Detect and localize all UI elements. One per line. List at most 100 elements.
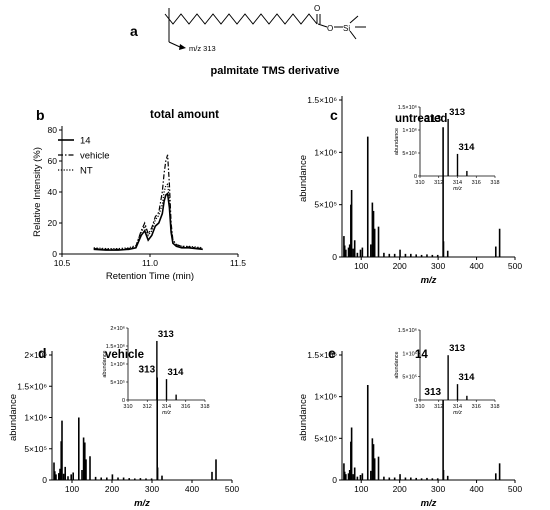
- inset-y-tick-label: 1×10⁶: [402, 127, 417, 134]
- inset-x-tick-label: 318: [490, 404, 499, 410]
- inset-y-tick-label: 1.5×10⁶: [398, 104, 417, 111]
- inset-y-tick-label: 0: [414, 398, 417, 404]
- inset-y-tick-label: 5×10⁵: [402, 374, 417, 381]
- inset-x-tick-label: 310: [123, 404, 132, 410]
- inset-y-tick-label: 5×10⁵: [402, 150, 417, 157]
- y-tick-label: 0: [42, 475, 47, 485]
- inset-x-tick-label: 314: [453, 404, 462, 410]
- compound-title: palmitate TMS derivative: [211, 65, 340, 77]
- inset-x-tick-label: 312: [434, 180, 443, 186]
- inset-x-tick-label: 318: [200, 404, 209, 410]
- panel-b-chromatogram: b total amount 10.5 11.0 11.5 0 20 40 60 80 Retent…: [32, 107, 246, 282]
- panel-e-spectrum-14: e 14 100 200 300 400 500 0 5×10⁵ 1×10⁶ 1.5×10⁶ m/z a…: [298, 327, 522, 509]
- legend-label: 14: [80, 136, 91, 147]
- ester-bond: [317, 23, 328, 28]
- inset-x-tick-label: 312: [143, 404, 152, 410]
- inset-x-tick-label: 316: [472, 404, 481, 410]
- inset-x-tick-label: 314: [162, 404, 171, 410]
- inset-y-tick-label: 1.5×10⁶: [398, 327, 417, 334]
- y-tick-label: 1×10⁶: [314, 392, 337, 402]
- inset-zoom-plot: 310 312 314 316 318 0 5×10⁵ 1×10⁶ 1.5×10⁶ m/z abun…: [394, 327, 500, 416]
- inset-peak-label: 313: [449, 343, 465, 354]
- series-line-14: [93, 192, 203, 251]
- x-tick-label: 300: [145, 484, 159, 494]
- panel-c-letter: c: [330, 107, 338, 123]
- peak-label: 313: [424, 114, 441, 125]
- x-tick-label: 400: [469, 484, 483, 494]
- palmitate-structure-diagram: [164, 8, 366, 50]
- y-tick-label: 20: [48, 218, 58, 228]
- chart-title: vehicle: [105, 349, 144, 361]
- chart-title: 14: [415, 349, 428, 361]
- panel-b-letter: b: [36, 107, 45, 123]
- y-tick-label: 1×10⁶: [24, 413, 47, 423]
- x-tick-label: 500: [508, 261, 522, 271]
- x-axis-title: m/z: [421, 275, 437, 286]
- panel-a-letter: a: [130, 23, 138, 39]
- panel-d-spectrum-vehicle: d vehicle 100 200 300 400 500 0 5×10⁵ 1×10⁶ 1.5×10…: [8, 325, 239, 509]
- peak-label: 313: [424, 387, 441, 398]
- x-tick-label: 200: [393, 484, 407, 494]
- inset-x-tick-label: 310: [415, 180, 424, 186]
- panel-d-letter: d: [38, 345, 47, 361]
- y-tick-label: 1.5×10⁶: [307, 350, 337, 360]
- y-tick-label: 5×10⁵: [314, 200, 337, 210]
- inset-x-axis-title: m/z: [162, 410, 171, 416]
- x-tick-label: 11.5: [230, 258, 246, 268]
- legend-label: vehicle: [80, 151, 110, 162]
- x-axis-title: Retention Time (min): [106, 271, 194, 282]
- inset-x-axis-title: m/z: [453, 410, 462, 416]
- y-axis-title: Relative Intensity (%): [32, 147, 43, 237]
- panel-e-letter: e: [328, 345, 336, 361]
- inset-peak-label: 313: [449, 107, 465, 118]
- inset-y-tick-label: 2×10⁶: [110, 325, 125, 332]
- inset-peak-label: 314: [459, 372, 476, 383]
- inset-x-axis-title: m/z: [453, 186, 462, 192]
- inset-x-tick-label: 318: [490, 180, 499, 186]
- inset-x-tick-label: 316: [472, 180, 481, 186]
- chart-title: total amount: [150, 109, 219, 121]
- x-tick-label: 300: [431, 484, 445, 494]
- x-axis-title: m/z: [134, 498, 150, 509]
- y-tick-label: 5×10⁵: [24, 444, 47, 454]
- y-tick-label: 0: [332, 252, 337, 262]
- atom-o-ester: O: [327, 24, 333, 33]
- inset-x-tick-label: 312: [434, 404, 443, 410]
- inset-x-tick-label: 314: [453, 180, 462, 186]
- alkyl-chain-zigzag: [164, 13, 318, 25]
- fragment-arrow-head: [179, 44, 186, 50]
- y-axis-title: abundance: [298, 394, 309, 441]
- panel-c-spectrum-untreated: c untreated 100 200 300 400 500 0 5×10⁵ 1×10⁶ 1.5×…: [298, 95, 522, 286]
- inset-y-tick-label: 0: [122, 398, 125, 404]
- panel-a: a O O Si m/z 313 palmitate TMS derivativ…: [130, 4, 366, 77]
- y-axis-title: abundance: [298, 155, 309, 202]
- y-tick-label: 0: [332, 475, 337, 485]
- x-tick-label: 10.5: [54, 258, 71, 268]
- y-tick-label: 1×10⁶: [314, 147, 337, 157]
- y-tick-label: 40: [48, 187, 58, 197]
- x-tick-label: 500: [508, 484, 522, 494]
- fragment-mz-label: m/z 313: [189, 44, 216, 53]
- chart-title: untreated: [395, 113, 447, 125]
- inset-peak-label: 314: [459, 142, 476, 153]
- y-tick-label: 1.5×10⁶: [307, 95, 337, 105]
- inset-y-tick-label: 0: [414, 174, 417, 180]
- inset-zoom-plot: 310 312 314 316 318 0 5×10⁵ 1×10⁶ 1.5×10⁶ m/z abun…: [394, 104, 500, 192]
- atom-si: Si: [343, 24, 350, 33]
- si-methyl-3: [349, 30, 357, 40]
- x-tick-label: 11.0: [142, 258, 158, 268]
- peak-label: 313: [139, 365, 156, 376]
- x-tick-label: 300: [431, 261, 445, 271]
- inset-y-axis-title: abundance: [394, 128, 400, 155]
- x-tick-label: 100: [354, 484, 368, 494]
- x-tick-label: 100: [65, 484, 79, 494]
- series-line-nt: [93, 183, 203, 250]
- y-tick-label: 2×10⁶: [24, 350, 47, 360]
- inset-y-tick-label: 5×10⁵: [110, 379, 125, 386]
- inset-y-tick-label: 1.5×10⁶: [106, 343, 125, 350]
- fragment-arrow-shaft: [168, 41, 181, 48]
- x-tick-label: 500: [225, 484, 239, 494]
- inset-peak-label: 314: [168, 367, 185, 378]
- atom-o-carbonyl: O: [314, 4, 320, 13]
